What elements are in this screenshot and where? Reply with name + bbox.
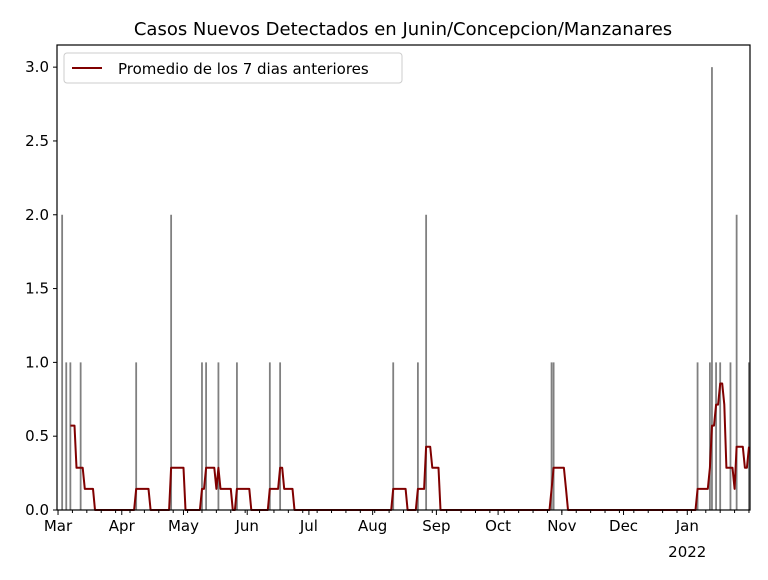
bar xyxy=(205,362,207,510)
bar xyxy=(552,362,555,510)
x-tick-label: Jun xyxy=(234,517,258,535)
bar xyxy=(550,362,553,510)
y-tick-label: 0.0 xyxy=(25,501,49,519)
bar xyxy=(709,362,711,510)
y-tick-label: 2.0 xyxy=(25,206,49,224)
bar xyxy=(170,214,173,510)
x-tick-label: Sep xyxy=(422,517,450,535)
y-tick-label: 0.5 xyxy=(25,427,49,445)
x-tick-label: Aug xyxy=(358,517,387,535)
plot-frame xyxy=(56,44,751,511)
y-tick-label: 1.5 xyxy=(25,280,49,298)
x-tick-label: Oct xyxy=(485,517,511,535)
y-tick-label: 3.0 xyxy=(25,58,49,76)
bar xyxy=(711,67,713,511)
average-line xyxy=(70,382,750,511)
bar xyxy=(416,362,419,510)
bar xyxy=(425,214,428,510)
bar xyxy=(735,214,738,510)
bar xyxy=(279,362,282,510)
x-tick-label: Jul xyxy=(299,517,318,535)
bar xyxy=(69,362,72,510)
bar xyxy=(719,362,722,510)
bar xyxy=(61,214,64,510)
bars xyxy=(61,67,750,511)
x-tick-label: Apr xyxy=(109,517,136,535)
bar xyxy=(236,362,238,510)
bar xyxy=(201,362,203,510)
x-tick-label: Dec xyxy=(609,517,638,535)
legend-label: Promedio de los 7 dias anteriores xyxy=(118,60,369,78)
bar xyxy=(748,362,750,510)
bar xyxy=(392,362,395,510)
bar xyxy=(217,362,220,510)
x-tick-label: Mar xyxy=(44,517,73,535)
x-tick-label: May xyxy=(168,517,199,535)
x-tick-label: Jan xyxy=(675,517,699,535)
y-tick-label: 1.0 xyxy=(25,353,49,371)
y-tick-label: 2.5 xyxy=(25,132,49,150)
chart-title: Casos Nuevos Detectados en Junin/Concepc… xyxy=(134,19,672,40)
bar xyxy=(268,362,271,510)
bar xyxy=(696,362,699,510)
x-axis: Mar Apr May Jun Jul Aug Sep Oct Nov Dec Jan 2022 xyxy=(44,510,750,561)
average-line-group xyxy=(70,382,750,511)
x-tick-sublabel: 2022 xyxy=(668,543,706,561)
bar xyxy=(79,362,82,510)
bar xyxy=(715,362,717,510)
y-axis: 0.0 0.5 1.0 1.5 2.0 2.5 3.0 xyxy=(25,58,57,519)
bar xyxy=(729,362,732,510)
x-tick-label: Nov xyxy=(547,517,576,535)
bar xyxy=(65,362,68,510)
legend: Promedio de los 7 dias anteriores xyxy=(63,52,403,84)
bar xyxy=(135,362,138,510)
